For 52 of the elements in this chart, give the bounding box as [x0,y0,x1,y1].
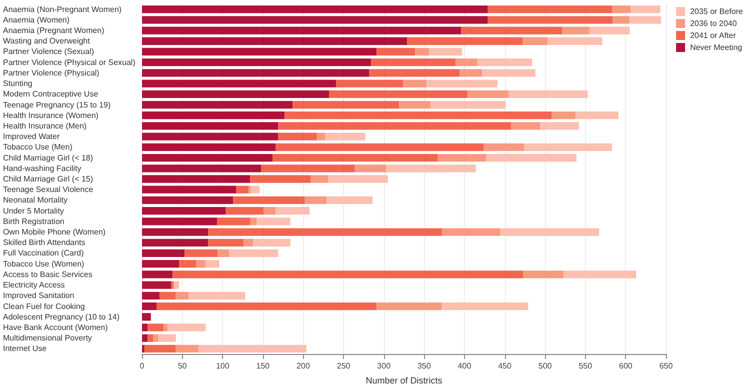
y-tick-label: Anaemia (Women) [3,15,70,24]
y-tick-label: Teenage Pregnancy (15 to 19) [3,100,111,110]
y-tick-label: Improved Water [3,132,60,142]
x-tick-label: 250 [336,362,351,370]
y-tick-label: Anaemia (Non-Pregnant Women) [3,4,122,14]
x-tick-label: 450 [498,362,512,370]
y-tick-label: Teenage Sexual Violence [3,185,94,194]
x-tick-label: 0 [140,362,145,370]
y-tick-label: Have Bank Account (Women) [3,322,108,332]
x-tick-label: 600 [619,362,633,370]
legend-label: 2035 or Before [690,7,744,16]
x-tick-label: 400 [458,362,472,370]
y-tick-label: Under 5 Mortality [3,206,64,216]
y-tick-label: Partner Violence (Physical) [3,68,100,78]
y-tick-label: Child Marriage Girl (< 15) [3,174,94,184]
y-tick-label: Partner Violence (Sexual) [3,47,94,56]
x-tick-label: 200 [296,362,310,370]
y-tick-label: Neonatal Mortality [3,196,68,205]
x-tick-label: 150 [256,362,270,370]
y-tick-label: Anaemia (Pregnant Women) [3,26,105,36]
legend-label: Never Meeting [690,43,742,52]
x-tick-label: 500 [538,362,552,370]
y-tick-label: Child Marriage Girl (< 18) [3,153,94,162]
x-axis-title: Number of Districts [366,376,443,386]
y-tick-label: Health Insurance (Men) [3,121,87,130]
y-tick-label: Electricity Access [3,280,65,290]
y-tick-label: Health Insurance (Women) [3,110,99,120]
y-tick-label: Tobacco Use (Women) [3,259,85,268]
y-tick-label: Multidimensional Poverty [3,334,92,343]
y-tick-label: Own Mobile Phone (Women) [3,228,106,237]
y-tick-label: Access to Basic Services [3,270,92,279]
y-tick-label: Hand-washing Facility [3,164,82,173]
x-tick-label: 50 [178,362,188,370]
y-tick-label: Tobacco Use (Men) [3,142,73,152]
legend-label: 2041 or After [690,31,736,40]
y-tick-label: Clean Fuel for Cooking [3,302,85,311]
legend-label: 2036 to 2040 [690,19,738,28]
y-tick-label: Adolescent Pregnancy (10 to 14) [3,312,120,322]
x-tick-label: 550 [578,362,593,370]
y-tick-label: Partner Violence (Physical or Sexual) [3,58,136,67]
x-tick-label: 100 [216,362,230,370]
y-tick-label: Wasting and Overweight [3,36,91,46]
y-tick-label: Skilled Birth Attendants [3,238,86,248]
y-tick-label: Modern Contraceptive Use [3,90,99,99]
y-tick-label: Internet Use [3,344,48,354]
x-tick-label: 350 [417,362,432,370]
y-tick-label: Full Vaccination (Card) [3,248,84,258]
y-tick-label: Stunting [3,79,32,88]
x-tick-label: 300 [377,362,392,370]
y-tick-label: Birth Registration [3,216,64,226]
y-tick-label: Improved Sanitation [3,291,74,300]
x-tick-label: 650 [659,362,674,370]
